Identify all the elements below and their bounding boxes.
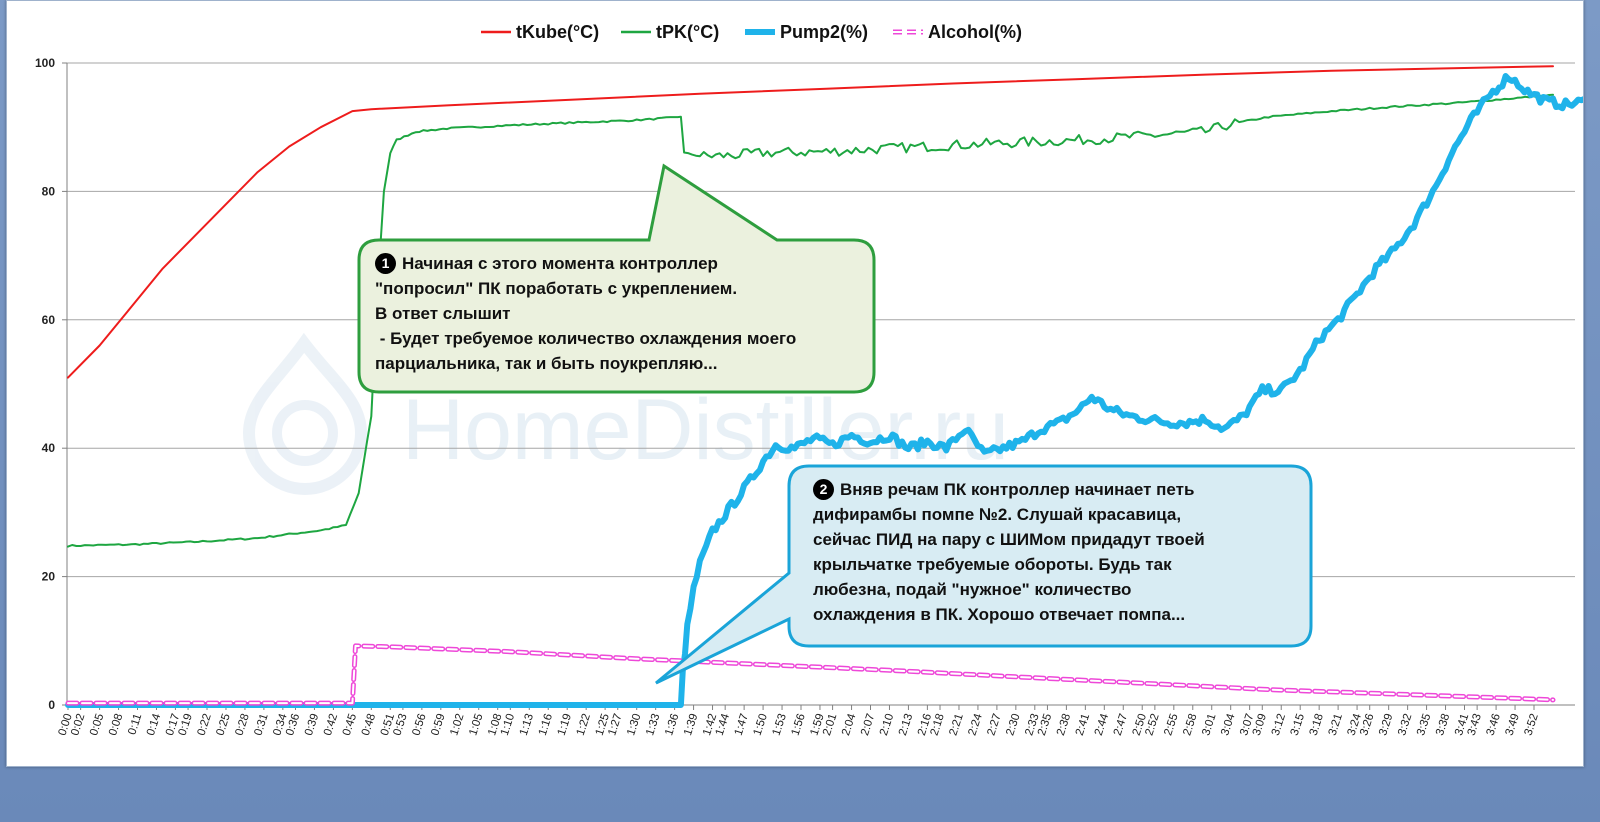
x-tick-label: 3:12 bbox=[1270, 712, 1288, 737]
x-tick-label: 1:47 bbox=[733, 712, 751, 737]
x-tick-label: 3:46 bbox=[1485, 712, 1503, 737]
x-tick-label: 2:24 bbox=[966, 712, 985, 738]
callout-1-line-4: - Будет требуемое количество охлаждения … bbox=[375, 329, 797, 348]
x-tick-label: 3:01 bbox=[1200, 712, 1218, 737]
x-tick-label: 1:33 bbox=[644, 712, 662, 737]
x-tick-label: 3:18 bbox=[1308, 712, 1326, 737]
watermark-drop-icon bbox=[242, 332, 368, 496]
series-line-1 bbox=[67, 93, 1554, 548]
callout-2-line-1: 2 Вняв речам ПК контроллер начинает петь bbox=[813, 477, 1205, 502]
y-tick-label: 20 bbox=[42, 570, 56, 584]
callout-1-line-3: В ответ слышит bbox=[375, 304, 511, 323]
callout-2-line-2: дифирамбы помпе №2. Слушай красавица, bbox=[813, 505, 1182, 524]
x-tick-label: 0:39 bbox=[303, 712, 321, 737]
x-tick-label: 3:21 bbox=[1327, 712, 1345, 737]
x-tick-label: 2:27 bbox=[985, 712, 1003, 737]
callout-1-text: 1 Начиная с этого момента контроллер "поп… bbox=[375, 251, 796, 376]
x-tick-label: 0:25 bbox=[214, 712, 232, 737]
x-tick-label: 0:28 bbox=[233, 712, 251, 737]
x-tick-label: 0:14 bbox=[145, 712, 164, 738]
x-tick-label: 1:30 bbox=[625, 712, 643, 737]
callout-1-line-5: парциальника, так и быть поукрепляю... bbox=[375, 354, 718, 373]
callout-2-line-3: сейчас ПИД на пару с ШИМом придадут твое… bbox=[813, 530, 1205, 549]
x-tick-label: 2:21 bbox=[947, 712, 965, 737]
x-tick-label: 0:31 bbox=[252, 712, 270, 737]
x-tick-label: 1:50 bbox=[752, 712, 770, 737]
y-tick-label: 60 bbox=[42, 313, 56, 327]
x-tick-label: 2:55 bbox=[1162, 712, 1180, 737]
x-tick-label: 3:15 bbox=[1289, 712, 1307, 737]
x-tick-label: 3:32 bbox=[1396, 712, 1414, 737]
x-tick-label: 1:39 bbox=[682, 712, 700, 737]
legend-label-2: Pump2(%) bbox=[780, 22, 868, 42]
callout-2-line-6: охлаждения в ПК. Хорошо отвечает помпа..… bbox=[813, 605, 1186, 624]
x-tick-label: 1:05 bbox=[467, 712, 485, 737]
x-tick-label: 3:35 bbox=[1415, 712, 1433, 737]
callout-2-line-4: крыльчатке требуемые обороты. Будь так bbox=[813, 555, 1172, 574]
legend: tKube(°C) tPK(°C) Pump2(%) Alcohol(%) bbox=[481, 22, 1022, 42]
x-tick-label: 2:04 bbox=[840, 712, 859, 738]
x-tick-label: 1:53 bbox=[771, 712, 789, 737]
x-tick-label: 1:02 bbox=[448, 712, 466, 737]
x-tick-label: 0:48 bbox=[360, 712, 378, 737]
legend-label-0: tKube(°C) bbox=[516, 22, 599, 42]
series-line-inner-3 bbox=[67, 644, 1554, 705]
x-tick-label: 1:22 bbox=[575, 712, 593, 737]
series-layer bbox=[65, 65, 1583, 708]
x-tick-label: 1:56 bbox=[790, 712, 808, 737]
y-tick-label: 40 bbox=[42, 441, 56, 455]
x-tick-label: 0:08 bbox=[107, 712, 125, 737]
series-line-0 bbox=[67, 65, 1554, 379]
callout-1-bubble bbox=[357, 163, 876, 394]
y-tick-label: 0 bbox=[48, 698, 55, 712]
x-tick-label: 3:52 bbox=[1523, 712, 1541, 737]
x-tick-label: 2:58 bbox=[1181, 712, 1199, 737]
x-tick-label: 2:38 bbox=[1055, 712, 1073, 737]
x-tick-label: 2:07 bbox=[859, 712, 877, 737]
x-tick-label: 2:10 bbox=[878, 712, 896, 737]
x-tick-label: 1:16 bbox=[537, 712, 555, 737]
callout-1-line-2: "попросил" ПК поработать с укреплением. bbox=[375, 279, 738, 298]
callout-1-line-1-text: Начиная с этого момента контроллер bbox=[402, 254, 718, 273]
x-tick-label: 0:42 bbox=[322, 712, 340, 737]
x-tick-label: 3:04 bbox=[1219, 712, 1238, 738]
callout-2-line-1-text: Вняв речам ПК контроллер начинает петь bbox=[840, 480, 1195, 499]
x-tick-label: 3:49 bbox=[1504, 712, 1522, 737]
y-tick-label: 80 bbox=[42, 184, 56, 198]
x-tick-label: 3:29 bbox=[1377, 712, 1395, 737]
callout-1-line-1: 1 Начиная с этого момента контроллер bbox=[375, 251, 796, 276]
x-tick-label: 0:56 bbox=[410, 712, 428, 737]
legend-label-3: Alcohol(%) bbox=[928, 22, 1022, 42]
x-tick-label: 1:36 bbox=[663, 712, 681, 737]
legend-label-1: tPK(°C) bbox=[656, 22, 719, 42]
x-tick-label: 2:30 bbox=[1004, 712, 1022, 737]
series-line-outer-3 bbox=[65, 643, 1556, 706]
x-tick-label: 2:41 bbox=[1074, 712, 1092, 737]
x-tick-label: 2:13 bbox=[897, 712, 915, 737]
x-tick-label: 0:59 bbox=[429, 712, 447, 737]
x-tick-label: 2:44 bbox=[1093, 712, 1112, 738]
y-tick-label: 100 bbox=[35, 56, 55, 70]
x-tick-label: 1:19 bbox=[556, 712, 574, 737]
callout-2-number-badge: 2 bbox=[813, 479, 834, 500]
callout-2-bubble bbox=[655, 464, 1313, 685]
chart-panel: HomeDistiller.ru 0 20 40 60 80 100 0:00 0:02 0:0… bbox=[6, 0, 1584, 767]
callout-1-number-badge: 1 bbox=[375, 253, 396, 274]
x-tick-label: 0:22 bbox=[196, 712, 214, 737]
x-tick-label: 0:05 bbox=[88, 712, 106, 737]
callout-2-line-5: любезна, подай "нужное" количество bbox=[813, 580, 1132, 599]
callout-2-text: 2 Вняв речам ПК контроллер начинает петь … bbox=[813, 477, 1205, 627]
x-tick-label: 1:13 bbox=[518, 712, 536, 737]
x-tick-label: 0:11 bbox=[126, 712, 144, 736]
watermark-text: HomeDistiller.ru bbox=[402, 382, 1009, 478]
x-tick-label: 3:38 bbox=[1434, 712, 1452, 737]
x-tick-label: 0:45 bbox=[341, 712, 359, 737]
x-tick-label: 2:47 bbox=[1112, 712, 1130, 737]
